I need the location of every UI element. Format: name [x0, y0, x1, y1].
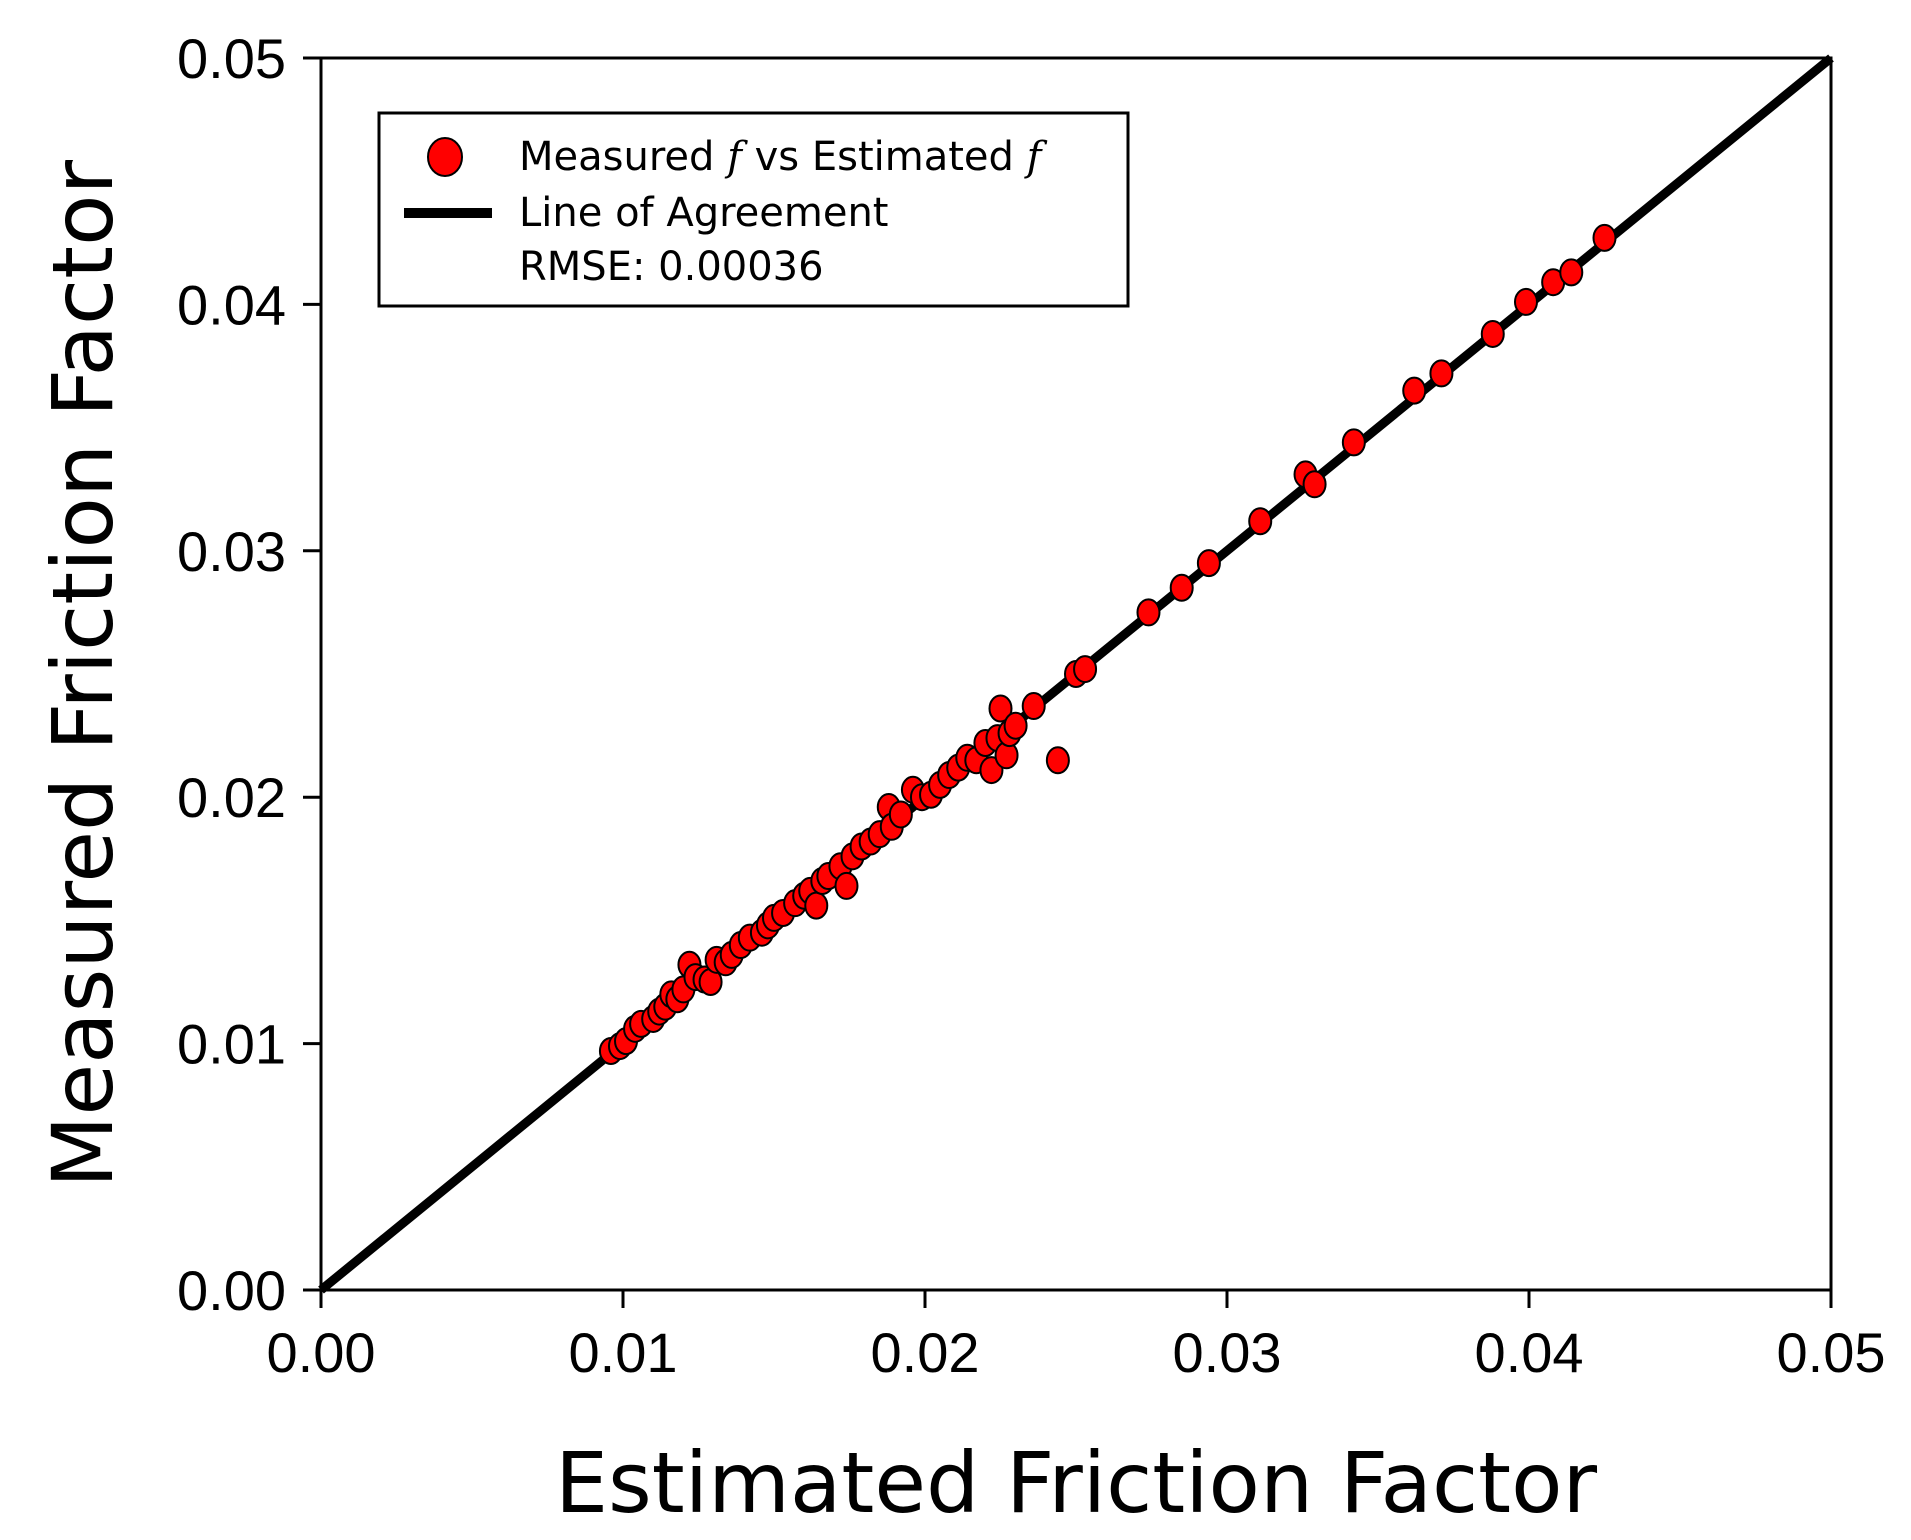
- data-point: [1248, 507, 1273, 536]
- y-axis-title: Measured Friction Factor: [34, 160, 132, 1188]
- data-point: [1429, 359, 1454, 388]
- y-tick-label: 0.04: [177, 273, 286, 336]
- y-tick-label: 0.00: [177, 1259, 286, 1322]
- data-point: [804, 891, 829, 920]
- y-tick-label: 0.05: [177, 27, 286, 90]
- x-axis-ticks: 0.00 0.01 0.02 0.03 0.04 0.05: [267, 1290, 1886, 1384]
- data-point: [1480, 319, 1505, 348]
- x-tick-label: 0.02: [871, 1321, 980, 1384]
- data-point: [888, 800, 913, 829]
- data-point: [988, 694, 1013, 723]
- data-point: [1402, 376, 1427, 405]
- rmse-annotation: RMSE: 0.00036: [519, 244, 824, 290]
- data-point: [834, 871, 859, 900]
- x-axis-title: Estimated Friction Factor: [555, 1434, 1598, 1532]
- y-axis-ticks: 0.00 0.01 0.02 0.03 0.04 0.05: [177, 27, 321, 1322]
- x-tick-label: 0.01: [569, 1321, 678, 1384]
- data-point: [1559, 258, 1584, 287]
- data-point: [1073, 655, 1098, 684]
- legend-marker-circle-icon: [427, 137, 463, 177]
- legend-box: [377, 111, 1130, 308]
- y-tick-label: 0.02: [177, 766, 286, 829]
- legend-label-measured: Measured f vs Estimated f: [519, 134, 1048, 180]
- data-point: [1196, 549, 1221, 578]
- x-tick-label: 0.00: [267, 1321, 376, 1384]
- y-tick-label: 0.03: [177, 520, 286, 583]
- legend-label-agreement: Line of Agreement: [519, 190, 889, 236]
- data-point: [1341, 428, 1366, 457]
- y-tick-label: 0.01: [177, 1013, 286, 1076]
- data-point: [1045, 746, 1070, 775]
- data-point: [1513, 287, 1538, 316]
- x-tick-label: 0.05: [1777, 1321, 1886, 1384]
- data-point: [1136, 598, 1161, 627]
- x-tick-label: 0.03: [1173, 1321, 1282, 1384]
- data-point: [1021, 692, 1046, 721]
- legend: Measured f vs Estimated f Line of Agreem…: [377, 111, 1130, 308]
- data-point: [1169, 573, 1194, 602]
- data-point: [1302, 470, 1327, 499]
- data-point: [1592, 223, 1617, 252]
- x-tick-label: 0.04: [1475, 1321, 1584, 1384]
- data-point: [1003, 711, 1028, 740]
- data-points: [598, 223, 1617, 1065]
- legend-line-icon: [404, 208, 492, 218]
